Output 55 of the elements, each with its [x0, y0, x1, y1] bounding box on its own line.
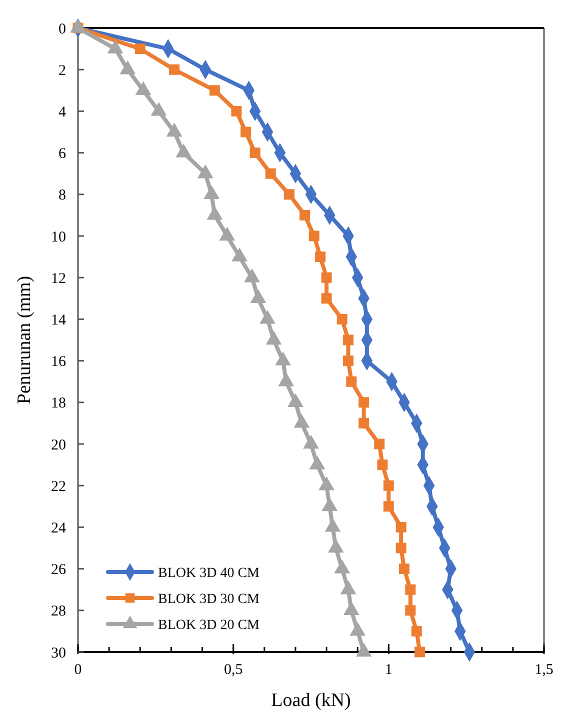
y-tick-label: 12	[51, 270, 66, 287]
y-tick-label: 20	[51, 437, 66, 454]
point	[343, 334, 354, 346]
point	[374, 438, 385, 450]
point	[411, 626, 422, 636]
x-tick-label: 1,5	[534, 662, 554, 678]
point	[265, 168, 276, 179]
point	[321, 272, 332, 283]
point	[346, 376, 357, 387]
x-tick-label: 0	[74, 662, 82, 678]
x-axis-title: Load (kN)	[271, 690, 351, 711]
legend-label: BLOK 3D 30 CM	[158, 592, 260, 607]
point	[383, 501, 394, 512]
point	[358, 418, 370, 428]
point	[308, 230, 320, 242]
x-tick-label: 1	[384, 662, 392, 678]
y-tick-label: 16	[51, 354, 66, 370]
y-tick-label: 2	[58, 62, 66, 79]
point	[315, 252, 326, 262]
point	[240, 126, 252, 138]
y-tick-label: 10	[51, 229, 66, 246]
y-tick-label: 4	[58, 104, 66, 120]
point	[284, 189, 294, 200]
y-tick-label: 28	[51, 604, 66, 620]
legend-label: BLOK 3D 40 CM	[158, 566, 260, 581]
point	[343, 356, 354, 366]
point	[250, 148, 260, 158]
y-tick-label: 8	[58, 188, 66, 204]
y-axis-title: Penurunan (mm)	[14, 276, 35, 404]
y-tick-label: 0	[58, 21, 66, 38]
y-tick-label: 24	[51, 520, 66, 536]
point	[405, 605, 416, 616]
point	[396, 522, 406, 532]
point	[358, 397, 370, 408]
y-tick-label: 6	[58, 146, 66, 162]
point	[209, 85, 220, 96]
point	[300, 210, 310, 220]
point	[414, 646, 425, 658]
point	[231, 106, 242, 116]
y-tick-label: 18	[51, 396, 66, 412]
point	[321, 293, 332, 304]
point	[134, 44, 146, 54]
y-tick-label: 22	[51, 478, 66, 495]
y-tick-label: 26	[51, 562, 66, 578]
x-tick-label: 0,5	[224, 662, 243, 678]
legend-label: BLOK 3D 20 CM	[158, 618, 260, 633]
point	[383, 480, 394, 491]
point	[398, 564, 410, 574]
point	[169, 64, 180, 75]
point	[336, 314, 348, 324]
y-tick-label: 30	[51, 645, 66, 662]
point	[377, 460, 388, 470]
point	[396, 542, 406, 554]
y-tick-label: 14	[51, 312, 66, 328]
point	[405, 584, 416, 595]
